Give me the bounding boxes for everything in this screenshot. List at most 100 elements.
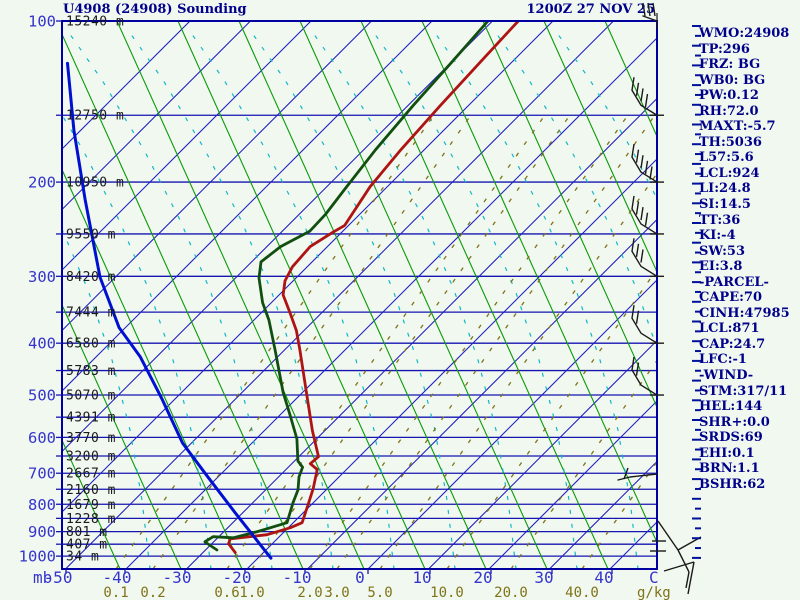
isotherm-line bbox=[307, 218, 657, 569]
barb-feather bbox=[623, 467, 629, 480]
dry-adiabat-line bbox=[360, 21, 609, 569]
height-label: 3770 m bbox=[66, 431, 116, 446]
axis-ticks bbox=[56, 20, 613, 574]
sounding-curves bbox=[66, 21, 520, 560]
temp-tick-label: 0 bbox=[355, 568, 365, 587]
dry-adiabat-line bbox=[62, 168, 243, 569]
wind-barb bbox=[631, 356, 664, 396]
height-label: 407 m bbox=[66, 538, 108, 553]
panel-line: LCL:871 bbox=[699, 321, 760, 337]
moist-adiabat-line bbox=[249, 29, 456, 569]
barb-feather bbox=[631, 143, 635, 158]
temp-tick-label: 40 bbox=[594, 568, 613, 587]
pressure-label: 900 bbox=[28, 523, 56, 541]
barb-feather bbox=[635, 362, 640, 376]
dry-adiabat-line bbox=[62, 303, 182, 569]
dewpoint-arrow-hook bbox=[203, 540, 219, 552]
isotherm-line bbox=[428, 339, 657, 569]
right-tick-ruler bbox=[692, 25, 701, 559]
indices-panel: WMO:24908 TP:296 FRZ: BG WB0: BG PW:0.12 RH:7… bbox=[699, 26, 799, 492]
temp-tick-label: -50 bbox=[44, 568, 73, 587]
panel-line: MAXT:-5.7 bbox=[699, 119, 776, 135]
isotherm-line bbox=[62, 21, 251, 211]
temp-tick-label: 30 bbox=[534, 568, 553, 587]
height-label: 6580 m bbox=[66, 337, 116, 352]
barb-feather bbox=[642, 2, 646, 17]
parcel-curve bbox=[66, 61, 273, 560]
dry-adiabat-line bbox=[238, 21, 487, 569]
wind-barb bbox=[642, 2, 658, 29]
panel-line: FRZ: BG bbox=[699, 57, 761, 73]
panel-line: CAP:24.7 bbox=[699, 336, 766, 352]
mixing-tick-label: 0.2 bbox=[140, 585, 165, 600]
panel-line: PW:0.12 bbox=[699, 88, 759, 104]
panel-line: HEL:144 bbox=[699, 399, 763, 415]
dry-adiabat-line bbox=[421, 21, 657, 544]
height-label: 10950 m bbox=[66, 176, 124, 191]
barb-feather bbox=[631, 356, 635, 371]
mixing-unit-label: g/kg bbox=[637, 585, 671, 600]
panel-line: STM:317/11 bbox=[699, 383, 788, 399]
dry-adiabat-line bbox=[482, 21, 657, 409]
dry-adiabat-line bbox=[177, 21, 426, 569]
isotherm-line bbox=[488, 400, 657, 569]
barb-feather bbox=[647, 2, 651, 17]
panel-line: EI:3.8 bbox=[699, 259, 743, 275]
dry-adiabat-line bbox=[62, 32, 304, 569]
surface-wind-line bbox=[685, 571, 690, 589]
barb-feather bbox=[640, 88, 644, 102]
height-label: 7444 m bbox=[66, 306, 116, 321]
dry-adiabat-line bbox=[604, 21, 657, 138]
height-label: 5783 m bbox=[66, 364, 116, 379]
surface-wind-line bbox=[677, 549, 690, 573]
height-label: 801 m bbox=[66, 525, 108, 540]
dry-adiabat-line bbox=[116, 21, 365, 569]
panel-line: TT:36 bbox=[699, 212, 741, 228]
timestamp-label: 1200Z 27 NOV 25 bbox=[526, 2, 656, 17]
barb-feather bbox=[644, 160, 649, 174]
barb-staff bbox=[631, 208, 658, 235]
panel-line: SHR+:0.0 bbox=[699, 414, 770, 430]
isotherm-line bbox=[62, 21, 554, 513]
height-label: 1679 m bbox=[66, 498, 116, 513]
mixing-tick-label: 0.6 bbox=[214, 585, 239, 600]
barb-feather bbox=[631, 77, 635, 91]
barb-feather bbox=[640, 249, 644, 263]
panel-line: LFC:-1 bbox=[699, 352, 747, 368]
panel-line: TH:5036 bbox=[699, 134, 762, 150]
barb-staff bbox=[642, 15, 658, 22]
isotherm-line bbox=[125, 37, 657, 569]
wind-barb bbox=[631, 305, 664, 344]
pressure-label: 1000 bbox=[19, 548, 56, 566]
panel-line: L57:5.6 bbox=[699, 150, 754, 166]
temp-tick-label: -40 bbox=[103, 568, 132, 587]
surface-wind-line bbox=[687, 561, 695, 595]
background-grid bbox=[0, 21, 657, 569]
wind-barb-column bbox=[617, 2, 702, 595]
moist-adiabat-line bbox=[127, 29, 334, 569]
dewpoint-curve bbox=[203, 21, 490, 544]
mixing-ratio-line bbox=[379, 172, 657, 569]
height-label: 5070 m bbox=[66, 389, 116, 404]
panel-line: LI:24.8 bbox=[699, 181, 751, 197]
isotherm-line bbox=[549, 460, 657, 569]
temp-tick-label: 20 bbox=[473, 568, 492, 587]
barb-staff bbox=[631, 317, 658, 344]
mixing-tick-label: 2.0 bbox=[297, 585, 322, 600]
mixing-tick-label: 5.0 bbox=[367, 585, 392, 600]
height-label: 3200 m bbox=[66, 450, 116, 465]
surface-wind-line bbox=[663, 561, 695, 572]
panel-line: WMO:24908 bbox=[699, 26, 790, 41]
barb-feather bbox=[640, 155, 644, 169]
barb-feather bbox=[631, 238, 635, 252]
pressure-label: 500 bbox=[28, 387, 56, 405]
isotherm-line bbox=[65, 21, 614, 569]
mixing-ratio-line bbox=[115, 114, 435, 569]
dry-adiabat-line bbox=[0, 21, 59, 569]
pressure-label: 600 bbox=[28, 429, 56, 447]
panel-line: -WIND- bbox=[699, 368, 754, 384]
panel-line: CAPE:70 bbox=[699, 290, 763, 306]
mixing-tick-label: 10.0 bbox=[430, 585, 464, 600]
temp-tick-label: -10 bbox=[283, 568, 312, 587]
